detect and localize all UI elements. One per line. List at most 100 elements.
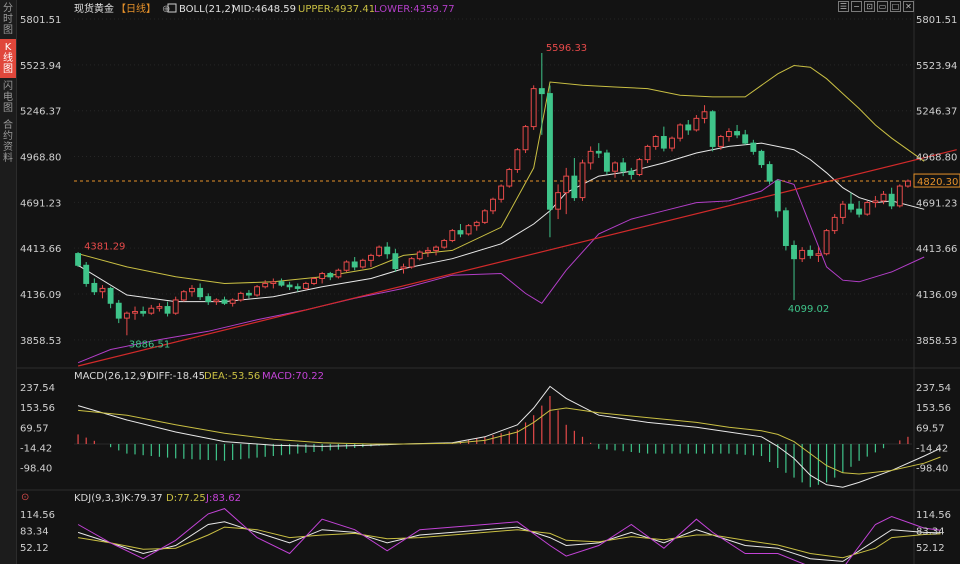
kdj-k-line [77, 521, 941, 562]
candle-body [343, 261, 350, 271]
candle-body [823, 230, 830, 255]
y-tick-right: 4691.23 [916, 198, 957, 209]
candle-body [115, 302, 122, 319]
macd-dea-line [78, 407, 941, 475]
candle-body [799, 249, 806, 260]
candle-body [335, 269, 342, 278]
candle-body [628, 170, 635, 175]
y-tick-right: 5523.94 [916, 61, 957, 72]
macd-tick-right: 69.57 [916, 423, 945, 434]
candle-body [872, 200, 879, 204]
sidebar-item-kline[interactable]: K线图 [0, 39, 16, 78]
kdj-d-line [78, 526, 941, 559]
candle-body [189, 287, 195, 293]
candle-body [896, 185, 903, 207]
candle-body [286, 284, 293, 288]
settings-icon[interactable]: ⊕ [162, 4, 170, 15]
candle-body [400, 266, 407, 270]
macd-tick-left: -98.40 [20, 464, 52, 475]
candle-body [91, 282, 98, 293]
close-icon[interactable]: ✕ [903, 1, 914, 12]
candle-body [848, 203, 854, 210]
y-tick-left: 5801.51 [20, 15, 61, 26]
candle-body [172, 299, 179, 314]
candle-body [709, 111, 716, 147]
candle-body [701, 111, 708, 119]
maximize-icon[interactable]: □ [890, 1, 901, 12]
y-tick-right: 5801.51 [916, 15, 957, 26]
boll-upper-value: UPPER:4937.41 [298, 4, 375, 15]
candle-body [123, 312, 130, 319]
kdj-tick-left: 114.56 [20, 510, 55, 521]
candle-body [481, 210, 488, 223]
macd-value: MACD:70.22 [262, 371, 324, 382]
trend-line [77, 149, 957, 367]
kdj-k-value: K:79.37 [124, 493, 163, 504]
kdj-tick-left: 83.34 [20, 527, 49, 538]
y-tick-right: 5246.37 [916, 107, 957, 118]
left-low-annotation: 3886.51 [129, 339, 170, 350]
boll-upper-line [77, 64, 925, 285]
kdj-j-line [77, 508, 941, 564]
candle-body [416, 251, 423, 260]
kdj-pane-icon[interactable]: ⊙ [21, 492, 29, 503]
candle-body [213, 299, 220, 303]
boll-mid-value: MID:4648.59 [232, 4, 296, 15]
candle-body [669, 137, 675, 149]
period-label[interactable]: 【日线】 [116, 2, 156, 15]
candle-body [449, 230, 456, 242]
candle-body [319, 273, 326, 280]
y-tick-right: 4136.09 [916, 290, 957, 301]
sidebar-item-contract-info[interactable]: 合约资料 [3, 120, 13, 164]
candle-body [99, 287, 106, 293]
minus-icon[interactable]: − [851, 1, 862, 12]
candle-body [197, 287, 204, 298]
candle-body [587, 150, 594, 164]
minimize-icon[interactable]: ▭ [877, 1, 888, 12]
y-tick-left: 4413.66 [20, 244, 61, 255]
y-tick-left: 4968.80 [20, 153, 61, 164]
candle-body [880, 193, 887, 202]
list-icon[interactable]: ☰ [838, 1, 849, 12]
kdj-d-value: D:77.25 [166, 493, 206, 504]
macd-tick-left: 237.54 [20, 383, 55, 394]
candle-body [424, 249, 431, 253]
candle-body [758, 150, 765, 166]
candle-body [644, 145, 651, 161]
low-annotation: 4099.02 [788, 304, 829, 315]
y-tick-right: 4968.80 [916, 153, 957, 164]
kdj-label: KDJ(9,3,3) [74, 493, 125, 504]
candle-body [538, 88, 545, 95]
macd-tick-right: 153.56 [916, 403, 951, 414]
candle-body [351, 261, 358, 268]
candle-body [433, 246, 439, 251]
candle-body [620, 162, 627, 172]
left-high-annotation: 4381.29 [84, 242, 125, 253]
candle-body [278, 281, 285, 286]
macd-label: MACD(26,12,9) [74, 371, 150, 382]
candle-body [815, 253, 822, 256]
candle-body [506, 169, 513, 187]
candle-body [262, 282, 269, 288]
kdj-tick-right: 83.34 [916, 527, 945, 538]
macd-tick-right: 237.54 [916, 383, 951, 394]
sidebar-item-intraday[interactable]: 分时图 [3, 3, 13, 36]
candle-body [237, 292, 244, 301]
macd-tick-left: 69.57 [20, 423, 49, 434]
sidebar-item-flash[interactable]: 闪电图 [3, 81, 13, 114]
candle-body [368, 254, 374, 261]
candle-body [530, 88, 537, 128]
candle-body [254, 286, 260, 296]
boll-legend-icon [167, 3, 177, 13]
candle-body [685, 124, 692, 131]
kdj-j-value: J:83.62 [205, 493, 241, 504]
candle-body [717, 136, 724, 147]
candle-body [774, 180, 781, 212]
candle-body [831, 216, 838, 232]
price-chart: 5801.51 5801.51 5523.94 5523.94 5246.37 5246.… [16, 0, 960, 564]
candle-body [75, 253, 82, 266]
kdj-tick-left: 52.12 [20, 543, 49, 554]
high-annotation: 5596.33 [546, 43, 587, 54]
candle-body [652, 136, 659, 147]
expand-icon[interactable]: ⊡ [864, 1, 875, 12]
